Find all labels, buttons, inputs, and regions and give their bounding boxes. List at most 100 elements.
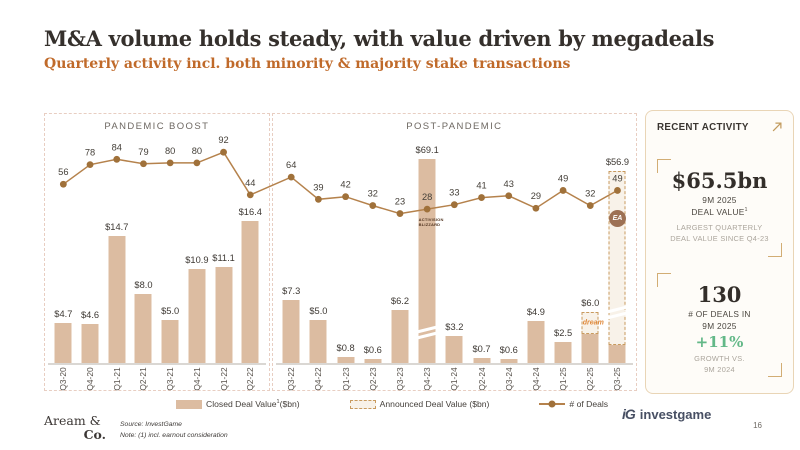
x-axis-label: Q2-25 — [585, 367, 596, 391]
closed-deal-bar — [337, 357, 355, 364]
growth-note-1: GROWTH VS. — [694, 354, 745, 363]
closed-deal-bar — [282, 300, 300, 364]
bar-value-label: $4.6 — [80, 310, 100, 320]
legend-label: # of Deals — [569, 399, 609, 409]
announced-deal-bar: dream — [581, 312, 604, 334]
bar-column: $5.0 Q4-22 — [305, 114, 332, 391]
legend-item: Announced Deal Value ($bn) — [349, 399, 490, 409]
closed-deal-bar — [215, 267, 233, 364]
bar-column: EA $56.9 Q3-25 — [604, 114, 631, 391]
stat-deal-count: 130 # OF DEALS IN 9M 2025 +11% GROWTH VS… — [657, 273, 782, 377]
bar-value-label: $0.6 — [363, 345, 382, 355]
bar-value-label: $6.0 — [581, 298, 600, 308]
closed-deal-bar — [527, 321, 545, 364]
bar-value-label: $4.9 — [526, 307, 545, 317]
x-axis-label: Q2-24 — [476, 367, 487, 391]
x-axis-label: Q4-22 — [313, 367, 324, 391]
corner-bracket — [657, 273, 671, 287]
x-axis-label: Q2-21 — [138, 367, 149, 391]
panel-title: PANDEMIC BOOST — [104, 121, 210, 132]
deal-count-caption-1: # OF DEALS IN — [688, 309, 751, 319]
closed-deal-bar — [554, 342, 572, 364]
closed-deal-bar: ACTIVISION BLIZZARD — [412, 159, 444, 364]
corner-bracket — [657, 159, 671, 173]
investgame-mark: iG — [622, 406, 636, 422]
announced-deal-bar: EA — [604, 171, 631, 345]
legend-item: Closed Deal Value1($bn) — [176, 399, 300, 409]
x-axis-label: Q1-22 — [218, 367, 229, 391]
source-note: Source: InvestGame Note: (1) incl. earno… — [120, 419, 228, 441]
x-axis-line — [48, 363, 266, 365]
growth-note-2: 9M 2024 — [704, 365, 735, 375]
bar-column: $4.7 Q3-20 — [50, 114, 77, 391]
bar-column: $4.9 Q4-24 — [522, 114, 549, 391]
deals-dot-icon — [548, 400, 556, 408]
legend-label: Announced Deal Value ($bn) — [379, 399, 490, 409]
x-axis-label: Q3-22 — [286, 367, 297, 391]
deal-value-note: LARGEST QUARTERLY DEAL VALUE SINCE Q4-23 — [670, 223, 769, 244]
bar-column: $10.9 Q4-21 — [184, 114, 211, 391]
bar-value-label: $8.0 — [134, 280, 153, 290]
bar-column: $7.3 Q3-22 — [278, 114, 305, 391]
closed-deal-bar — [581, 334, 599, 364]
source-line: Source: InvestGame — [120, 421, 182, 428]
panel-title: POST-PANDEMIC — [406, 121, 503, 132]
deal-count-caption-2: 9M 2025 — [702, 321, 737, 331]
chart-panel-pandemic-boost: PANDEMIC BOOST $4.7 Q3-20 $4.6 Q4-20 $14.7 Q1-… — [44, 113, 270, 391]
chart-legend: Closed Deal Value1($bn) Announced Deal Va… — [176, 399, 608, 409]
x-axis-label: Q3-20 — [58, 367, 69, 391]
bar-column: ACTIVISION BLIZZARD $69.1 Q4-23 — [412, 114, 444, 391]
activision-blizzard-logo: ACTIVISION BLIZZARD — [418, 217, 444, 228]
aream-co-logo: Aream & Co. — [44, 413, 106, 442]
x-axis-label: Q3-24 — [503, 367, 514, 391]
bar-column: $4.6 Q4-20 — [77, 114, 104, 391]
stat-deal-value: $65.5bn 9M 2025 DEAL VALUE1 LARGEST QUAR… — [657, 159, 782, 257]
x-axis-label: Q1-23 — [340, 367, 351, 391]
x-axis-label: Q2-23 — [367, 367, 378, 391]
closed-deal-bar — [161, 320, 179, 364]
chart-panel-post-pandemic: POST-PANDEMIC $7.3 Q3-22 $5.0 Q4-22 $0.8 Q1-23… — [271, 113, 637, 391]
deal-value-caption-1: 9M 2025 — [702, 195, 737, 205]
page-title: M&A volume holds steady, with value driv… — [44, 26, 715, 51]
closed-deal-bar — [309, 320, 327, 364]
x-axis-label: Q3-25 — [612, 367, 623, 391]
bar-value-label: $16.4 — [238, 207, 262, 217]
bar-value-label: $5.0 — [309, 306, 328, 316]
bar-value-label: $4.7 — [54, 309, 73, 319]
page-subtitle: Quarterly activity incl. both minority &… — [44, 56, 571, 72]
arrow-up-right-icon — [772, 122, 782, 132]
x-axis-label: Q4-23 — [422, 367, 433, 391]
x-axis-label: Q3-23 — [394, 367, 405, 391]
x-axis-label: Q4-20 — [85, 367, 96, 391]
dream-games-logo: dream — [582, 319, 604, 327]
bar-column: $0.7 Q2-24 — [468, 114, 495, 391]
closed-deal-bar — [445, 336, 463, 364]
bar-column: dream $6.0 Q2-25 — [577, 114, 604, 391]
x-axis-label: Q4-21 — [191, 367, 202, 391]
bar-value-label: $5.0 — [161, 306, 180, 316]
closed-deal-bar — [108, 236, 126, 364]
growth-percent: +11% — [695, 333, 744, 351]
closed-deal-bar — [54, 323, 72, 364]
bar-value-label: $0.7 — [472, 344, 491, 354]
bar-column: $16.4 Q2-22 — [237, 114, 264, 391]
legend-label: Closed Deal Value1($bn) — [206, 399, 300, 409]
bar-value-label: $10.9 — [185, 255, 209, 265]
closed-deal-bar — [81, 324, 99, 364]
recent-activity-card: RECENT ACTIVITY $65.5bn 9M 2025 DEAL VAL… — [645, 110, 794, 394]
bar-value-label: $7.3 — [282, 286, 301, 296]
bar-value-label: $69.1 — [415, 145, 439, 155]
axis-break-marks — [604, 304, 631, 320]
legend-item: # of Deals — [539, 399, 608, 409]
x-axis-label: Q4-24 — [530, 367, 541, 391]
deals-line-swatch — [539, 400, 566, 408]
closed-deal-bar — [364, 359, 382, 364]
bar-column: $11.1 Q1-22 — [210, 114, 237, 391]
corner-bracket — [768, 363, 782, 377]
bar-column: $3.2 Q1-24 — [441, 114, 468, 391]
deal-value-figure: $65.5bn — [671, 168, 768, 193]
bar-column: $8.0 Q2-21 — [130, 114, 157, 391]
bar-column: $0.6 Q3-24 — [495, 114, 522, 391]
ma-volume-chart: PANDEMIC BOOST $4.7 Q3-20 $4.6 Q4-20 $14.7 Q1-… — [44, 113, 637, 391]
